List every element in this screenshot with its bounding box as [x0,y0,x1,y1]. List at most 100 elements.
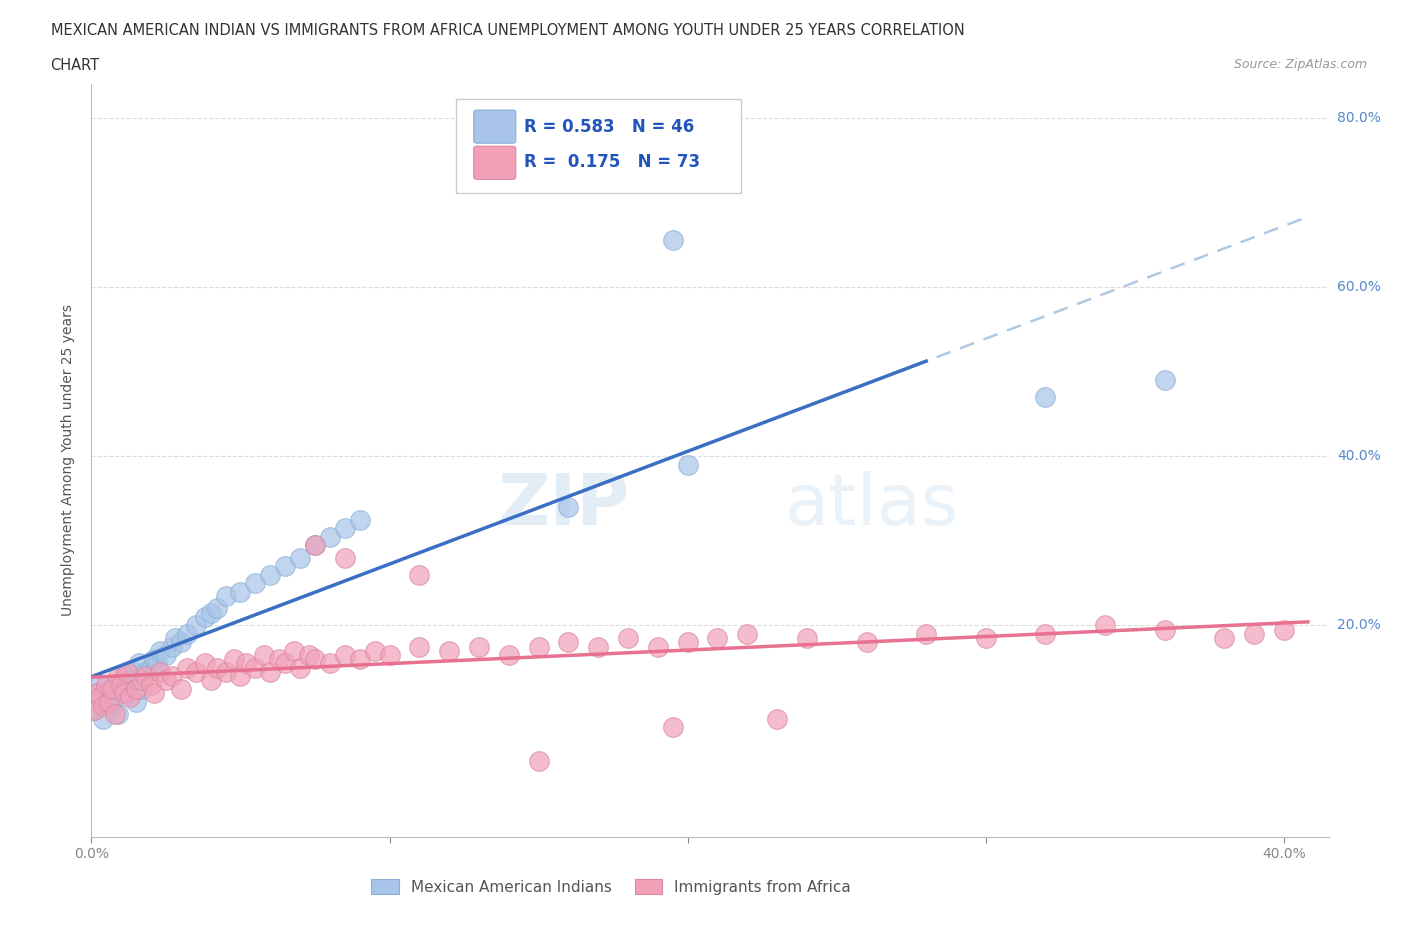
Point [1243,627,1265,642]
Point [110,677,132,692]
Point [319,656,342,671]
Point [647,639,669,654]
Point [184,665,207,680]
Point [224,652,246,667]
Point [408,567,430,582]
Point [214,589,236,604]
Point [333,647,356,662]
Point [139,660,162,675]
Legend: Mexican American Indians, Immigrants from Africa: Mexican American Indians, Immigrants fro… [366,872,858,901]
Point [319,529,342,544]
Point [125,682,148,697]
Point [115,685,138,700]
Text: MEXICAN AMERICAN INDIAN VS IMMIGRANTS FROM AFRICA UNEMPLOYMENT AMONG YOUTH UNDER: MEXICAN AMERICAN INDIAN VS IMMIGRANTS FR… [51,23,965,38]
Point [89,690,111,705]
Point [586,639,609,654]
Point [253,647,276,662]
Point [1035,390,1057,405]
Point [557,499,579,514]
Point [283,644,305,658]
Point [146,656,169,671]
Text: R =  0.175   N = 73: R = 0.175 N = 73 [524,153,700,171]
Text: 20.0%: 20.0% [1337,618,1381,632]
Point [259,567,281,582]
Point [1094,618,1116,632]
Point [274,656,297,671]
Point [527,639,550,654]
Point [107,669,129,684]
Point [333,521,356,536]
Point [128,656,150,671]
Point [259,665,281,680]
Point [160,639,183,654]
Point [134,665,156,680]
Point [101,682,124,697]
Point [205,601,228,616]
Point [176,660,198,675]
Point [527,753,550,768]
Point [96,694,118,709]
Point [122,665,145,680]
Y-axis label: Unemployment Among Youth under 25 years: Unemployment Among Youth under 25 years [62,304,76,617]
Point [676,635,699,650]
Point [194,656,217,671]
Text: R = 0.583   N = 46: R = 0.583 N = 46 [524,117,695,136]
Point [288,551,311,565]
Point [149,644,172,658]
Point [163,631,186,645]
Point [737,627,759,642]
Point [83,702,105,717]
Point [110,677,132,692]
Point [498,647,520,662]
Text: CHART: CHART [51,58,100,73]
Point [796,631,818,645]
Point [184,618,207,632]
Point [194,609,217,624]
Point [104,682,127,697]
Point [200,673,222,688]
FancyBboxPatch shape [474,146,516,179]
Text: atlas: atlas [785,472,959,540]
Point [143,652,166,667]
Point [170,682,193,697]
Point [915,627,938,642]
Point [112,685,135,700]
Point [1035,627,1057,642]
Point [125,694,148,709]
Point [304,538,326,552]
Point [155,647,177,662]
Text: Source: ZipAtlas.com: Source: ZipAtlas.com [1233,58,1367,71]
Point [134,669,156,684]
Point [155,673,177,688]
Point [200,605,222,620]
Point [229,584,252,599]
Point [205,660,228,675]
FancyBboxPatch shape [457,99,741,193]
Point [274,559,297,574]
Point [437,644,460,658]
Point [349,652,371,667]
Point [131,682,153,697]
Point [304,538,326,552]
Point [160,669,183,684]
Point [855,635,877,650]
Point [676,458,699,472]
Point [304,652,326,667]
Point [235,656,257,671]
Point [120,673,142,688]
Point [107,707,129,722]
Point [298,647,321,662]
Point [617,631,640,645]
Point [83,702,105,717]
Point [115,665,138,680]
Point [661,720,683,735]
Point [349,512,371,527]
Point [91,711,114,726]
Point [333,551,356,565]
Point [766,711,789,726]
Point [98,694,121,709]
Point [170,635,193,650]
Text: ZIP: ZIP [498,472,630,540]
Text: 80.0%: 80.0% [1337,111,1381,125]
Point [96,677,118,692]
